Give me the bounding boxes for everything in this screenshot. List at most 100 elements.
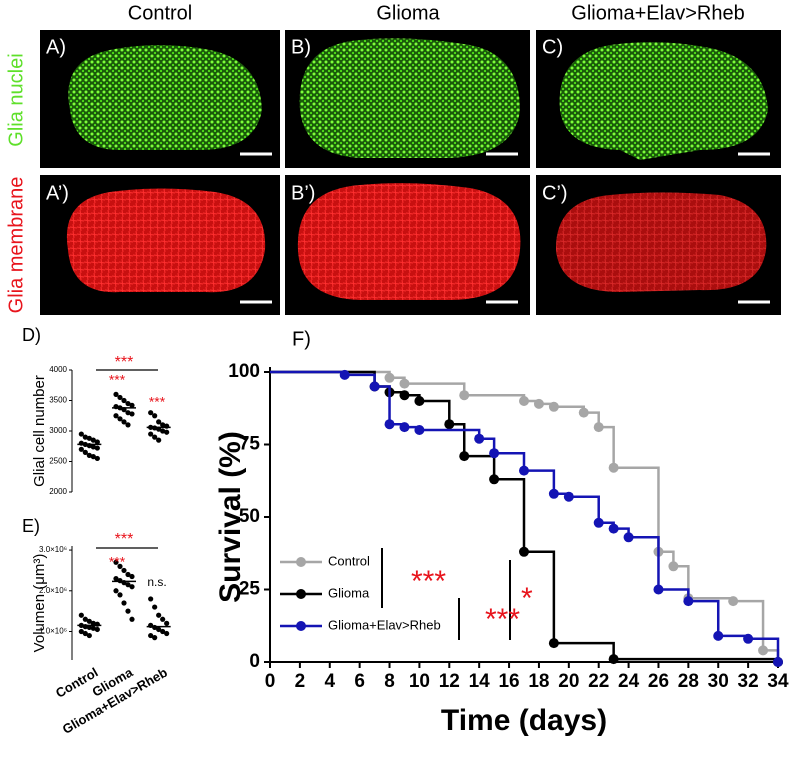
dot [164, 630, 170, 637]
dot [82, 434, 88, 440]
x-tick-label: 10 [409, 671, 430, 692]
y-tick-label: 2.0×10⁶ [39, 586, 67, 595]
legend-label: Glioma+Elav>Rheb [328, 617, 441, 632]
x-tick-label: 20 [558, 671, 579, 692]
dot [129, 411, 135, 417]
dot [94, 445, 100, 451]
marker [773, 657, 783, 667]
y-tick-label: 2000 [49, 487, 67, 496]
panel-label: D) [22, 325, 41, 345]
dot [121, 567, 127, 574]
dot [78, 446, 84, 452]
dot [90, 625, 96, 631]
x-axis-title: Time (days) [441, 704, 607, 737]
marker [608, 654, 619, 665]
dot [82, 449, 88, 455]
marker [593, 422, 604, 433]
dot [156, 419, 162, 425]
dot [86, 632, 92, 639]
dot [125, 410, 131, 416]
significance-label: *** [115, 354, 134, 371]
marker [384, 419, 395, 430]
dot [129, 573, 135, 580]
dot [125, 422, 131, 428]
legend-label: Glioma [328, 585, 370, 600]
dot [94, 626, 100, 633]
significance-label: *** [109, 372, 126, 388]
dot [148, 431, 154, 437]
marker [519, 465, 529, 476]
dot [152, 413, 158, 419]
legend-marker [296, 621, 306, 631]
dot [78, 612, 84, 618]
y-axis-title: Glial cell number [31, 375, 48, 487]
legend-marker [296, 589, 306, 599]
column-title: Glioma+Elav>Rheb [571, 2, 744, 24]
dot [156, 626, 162, 633]
dot [160, 422, 166, 428]
marker [743, 633, 754, 644]
marker [414, 396, 425, 406]
dot [125, 582, 131, 588]
dot [117, 592, 123, 598]
x-tick-label: 12 [439, 671, 460, 692]
x-tick-label: 0 [265, 671, 276, 692]
dot [160, 428, 166, 434]
x-tick-label: 14 [469, 671, 491, 692]
panel-label: C) [542, 36, 563, 58]
x-tick-label: 4 [324, 671, 335, 692]
marker [384, 372, 395, 383]
dot [148, 596, 154, 602]
dot [152, 434, 158, 440]
y-tick-label: 3.0×10⁶ [39, 545, 67, 554]
dot [129, 616, 135, 622]
panel-label: F) [292, 328, 311, 350]
row-label: Glia nuclei [5, 53, 27, 146]
dot [86, 452, 92, 458]
legend-label: Control [328, 553, 370, 568]
marker [608, 523, 619, 534]
marker [683, 596, 694, 607]
x-tick-label: 24 [618, 671, 640, 692]
dot [156, 437, 162, 443]
dot [94, 455, 100, 462]
panel-label: C’) [542, 182, 568, 204]
y-tick-label: 0 [249, 651, 260, 672]
dot [78, 628, 84, 635]
dot [164, 620, 170, 626]
x-tick-label: 26 [648, 671, 669, 692]
y-tick-label: 3500 [49, 396, 67, 405]
panel-label: B) [291, 36, 311, 58]
significance-label: *** [411, 565, 446, 598]
significance-label: * [521, 582, 533, 615]
marker [414, 425, 425, 435]
dot [78, 431, 84, 437]
y-tick-label: 2500 [49, 457, 67, 466]
significance-label: *** [115, 531, 134, 548]
column-title: Glioma [376, 2, 440, 24]
dot [94, 439, 100, 445]
significance-label: *** [109, 554, 126, 570]
significance-label: *** [485, 603, 520, 636]
dot [160, 616, 166, 622]
panel-label: A) [46, 36, 66, 58]
marker [608, 462, 619, 473]
significance-label: *** [149, 394, 166, 410]
dot [86, 435, 92, 441]
marker [653, 584, 664, 595]
dot [113, 575, 119, 582]
marker [489, 474, 500, 485]
dot [113, 391, 119, 397]
marker [459, 451, 470, 462]
marker [489, 448, 500, 459]
marker [444, 419, 455, 430]
dot [125, 400, 131, 407]
y-tick-label: 4000 [49, 365, 67, 374]
marker [533, 398, 544, 409]
y-tick-label: 3000 [49, 426, 67, 435]
marker [548, 638, 559, 649]
y-tick-label: 75 [239, 434, 261, 455]
x-tick-label: 28 [678, 671, 699, 692]
marker [563, 491, 574, 502]
dot [90, 437, 96, 443]
